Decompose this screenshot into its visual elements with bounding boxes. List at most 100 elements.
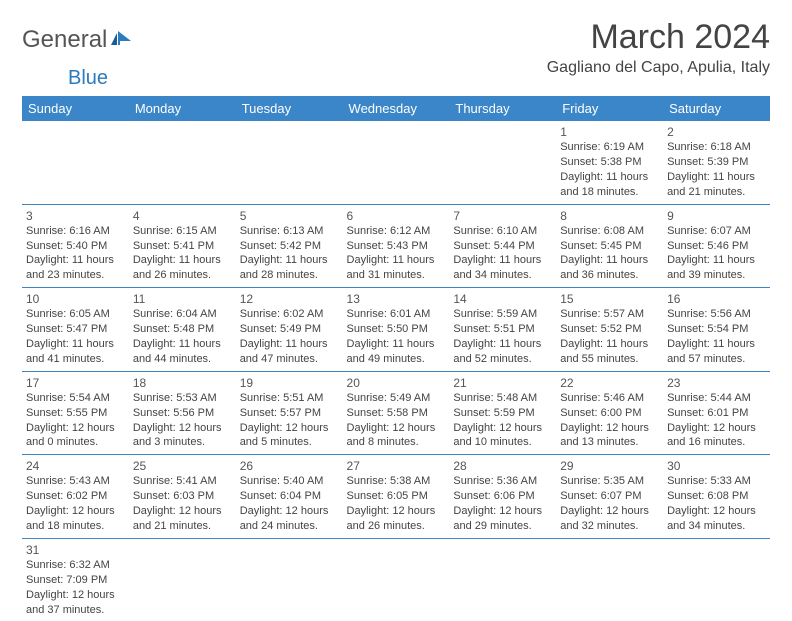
sunrise-label: Sunrise:: [26, 559, 69, 571]
daylight-line: Daylight: 11 hours and 41 minutes.: [26, 337, 125, 367]
sunrise-value: 6:05 AM: [69, 308, 109, 320]
sunset-value: 6:05 PM: [387, 490, 428, 502]
calendar-day-cell: 12Sunrise: 6:02 AMSunset: 5:49 PMDayligh…: [236, 288, 343, 372]
daylight-line: Daylight: 12 hours and 18 minutes.: [26, 504, 125, 534]
sunrise-line: Sunrise: 5:43 AM: [26, 474, 125, 489]
sunrise-line: Sunrise: 6:04 AM: [133, 307, 232, 322]
daylight-line: Daylight: 11 hours and 39 minutes.: [667, 253, 766, 283]
sunset-line: Sunset: 6:08 PM: [667, 489, 766, 504]
sunset-label: Sunset:: [133, 407, 173, 419]
sunrise-label: Sunrise:: [240, 308, 283, 320]
sunrise-line: Sunrise: 5:41 AM: [133, 474, 232, 489]
sunset-line: Sunset: 6:00 PM: [560, 406, 659, 421]
sunrise-value: 5:56 AM: [710, 308, 750, 320]
weekday-header: Tuesday: [236, 96, 343, 121]
sunset-value: 5:42 PM: [280, 240, 321, 252]
sunset-line: Sunset: 5:55 PM: [26, 406, 125, 421]
calendar-empty-cell: [663, 538, 770, 621]
daylight-label: Daylight:: [453, 338, 499, 350]
sunrise-label: Sunrise:: [26, 392, 69, 404]
day-number: 12: [240, 291, 339, 307]
calendar-day-cell: 16Sunrise: 5:56 AMSunset: 5:54 PMDayligh…: [663, 288, 770, 372]
sunset-value: 6:01 PM: [707, 407, 748, 419]
daylight-line: Daylight: 11 hours and 47 minutes.: [240, 337, 339, 367]
daylight-line: Daylight: 12 hours and 37 minutes.: [26, 588, 125, 618]
sunrise-label: Sunrise:: [560, 141, 603, 153]
sunrise-label: Sunrise:: [667, 308, 710, 320]
calendar-day-cell: 5Sunrise: 6:13 AMSunset: 5:42 PMDaylight…: [236, 204, 343, 288]
sunset-value: 6:06 PM: [494, 490, 535, 502]
sunrise-line: Sunrise: 5:33 AM: [667, 474, 766, 489]
sunset-value: 5:41 PM: [173, 240, 214, 252]
sunset-line: Sunset: 6:05 PM: [347, 489, 446, 504]
sunrise-line: Sunrise: 5:40 AM: [240, 474, 339, 489]
day-number: 23: [667, 375, 766, 391]
daylight-label: Daylight:: [560, 505, 606, 517]
weekday-header: Thursday: [449, 96, 556, 121]
sunset-label: Sunset:: [26, 407, 66, 419]
day-number: 29: [560, 458, 659, 474]
daylight-line: Daylight: 12 hours and 13 minutes.: [560, 421, 659, 451]
sunset-line: Sunset: 5:42 PM: [240, 239, 339, 254]
sunrise-line: Sunrise: 6:10 AM: [453, 224, 552, 239]
sunrise-line: Sunrise: 6:32 AM: [26, 558, 125, 573]
sunrise-label: Sunrise:: [667, 225, 710, 237]
sunset-line: Sunset: 5:39 PM: [667, 155, 766, 170]
daylight-line: Daylight: 11 hours and 26 minutes.: [133, 253, 232, 283]
calendar-empty-cell: [236, 121, 343, 204]
calendar-day-cell: 20Sunrise: 5:49 AMSunset: 5:58 PMDayligh…: [343, 371, 450, 455]
weekday-header: Monday: [129, 96, 236, 121]
sunrise-line: Sunrise: 6:05 AM: [26, 307, 125, 322]
sunrise-line: Sunrise: 5:44 AM: [667, 391, 766, 406]
sunrise-label: Sunrise:: [560, 308, 603, 320]
brand-part2: Blue: [68, 67, 108, 90]
sunset-value: 5:56 PM: [173, 407, 214, 419]
daylight-label: Daylight:: [133, 505, 179, 517]
weekday-header: Sunday: [22, 96, 129, 121]
sunrise-line: Sunrise: 6:01 AM: [347, 307, 446, 322]
daylight-line: Daylight: 11 hours and 44 minutes.: [133, 337, 232, 367]
day-number: 28: [453, 458, 552, 474]
page-title: March 2024: [547, 18, 770, 57]
calendar-empty-cell: [22, 121, 129, 204]
calendar-empty-cell: [449, 121, 556, 204]
sunset-line: Sunset: 5:47 PM: [26, 322, 125, 337]
sunset-label: Sunset:: [667, 240, 707, 252]
sunrise-value: 5:53 AM: [176, 392, 216, 404]
daylight-line: Daylight: 12 hours and 29 minutes.: [453, 504, 552, 534]
sunrise-label: Sunrise:: [560, 225, 603, 237]
sunrise-value: 6:08 AM: [604, 225, 644, 237]
calendar-table: SundayMondayTuesdayWednesdayThursdayFrid…: [22, 96, 770, 621]
sunrise-label: Sunrise:: [347, 225, 390, 237]
sunrise-value: 6:10 AM: [497, 225, 537, 237]
calendar-empty-cell: [556, 538, 663, 621]
sunrise-line: Sunrise: 5:51 AM: [240, 391, 339, 406]
sunset-line: Sunset: 5:52 PM: [560, 322, 659, 337]
calendar-week-row: 31Sunrise: 6:32 AMSunset: 7:09 PMDayligh…: [22, 538, 770, 621]
daylight-label: Daylight:: [667, 171, 713, 183]
sunrise-line: Sunrise: 6:02 AM: [240, 307, 339, 322]
sunset-label: Sunset:: [133, 323, 173, 335]
daylight-label: Daylight:: [26, 338, 72, 350]
calendar-week-row: 24Sunrise: 5:43 AMSunset: 6:02 PMDayligh…: [22, 455, 770, 539]
sunset-label: Sunset:: [26, 490, 66, 502]
daylight-line: Daylight: 12 hours and 26 minutes.: [347, 504, 446, 534]
brand-part1: General: [22, 26, 107, 54]
daylight-line: Daylight: 12 hours and 32 minutes.: [560, 504, 659, 534]
daylight-line: Daylight: 11 hours and 28 minutes.: [240, 253, 339, 283]
calendar-day-cell: 25Sunrise: 5:41 AMSunset: 6:03 PMDayligh…: [129, 455, 236, 539]
sunrise-line: Sunrise: 5:49 AM: [347, 391, 446, 406]
daylight-line: Daylight: 12 hours and 0 minutes.: [26, 421, 125, 451]
sunset-label: Sunset:: [667, 323, 707, 335]
sunrise-label: Sunrise:: [453, 225, 496, 237]
sunrise-label: Sunrise:: [347, 392, 390, 404]
daylight-line: Daylight: 12 hours and 3 minutes.: [133, 421, 232, 451]
sunrise-value: 6:02 AM: [283, 308, 323, 320]
sunrise-label: Sunrise:: [240, 475, 283, 487]
day-number: 31: [26, 542, 125, 558]
sunrise-label: Sunrise:: [560, 392, 603, 404]
sunrise-value: 6:18 AM: [710, 141, 750, 153]
sunrise-label: Sunrise:: [560, 475, 603, 487]
calendar-day-cell: 19Sunrise: 5:51 AMSunset: 5:57 PMDayligh…: [236, 371, 343, 455]
sunrise-line: Sunrise: 5:59 AM: [453, 307, 552, 322]
